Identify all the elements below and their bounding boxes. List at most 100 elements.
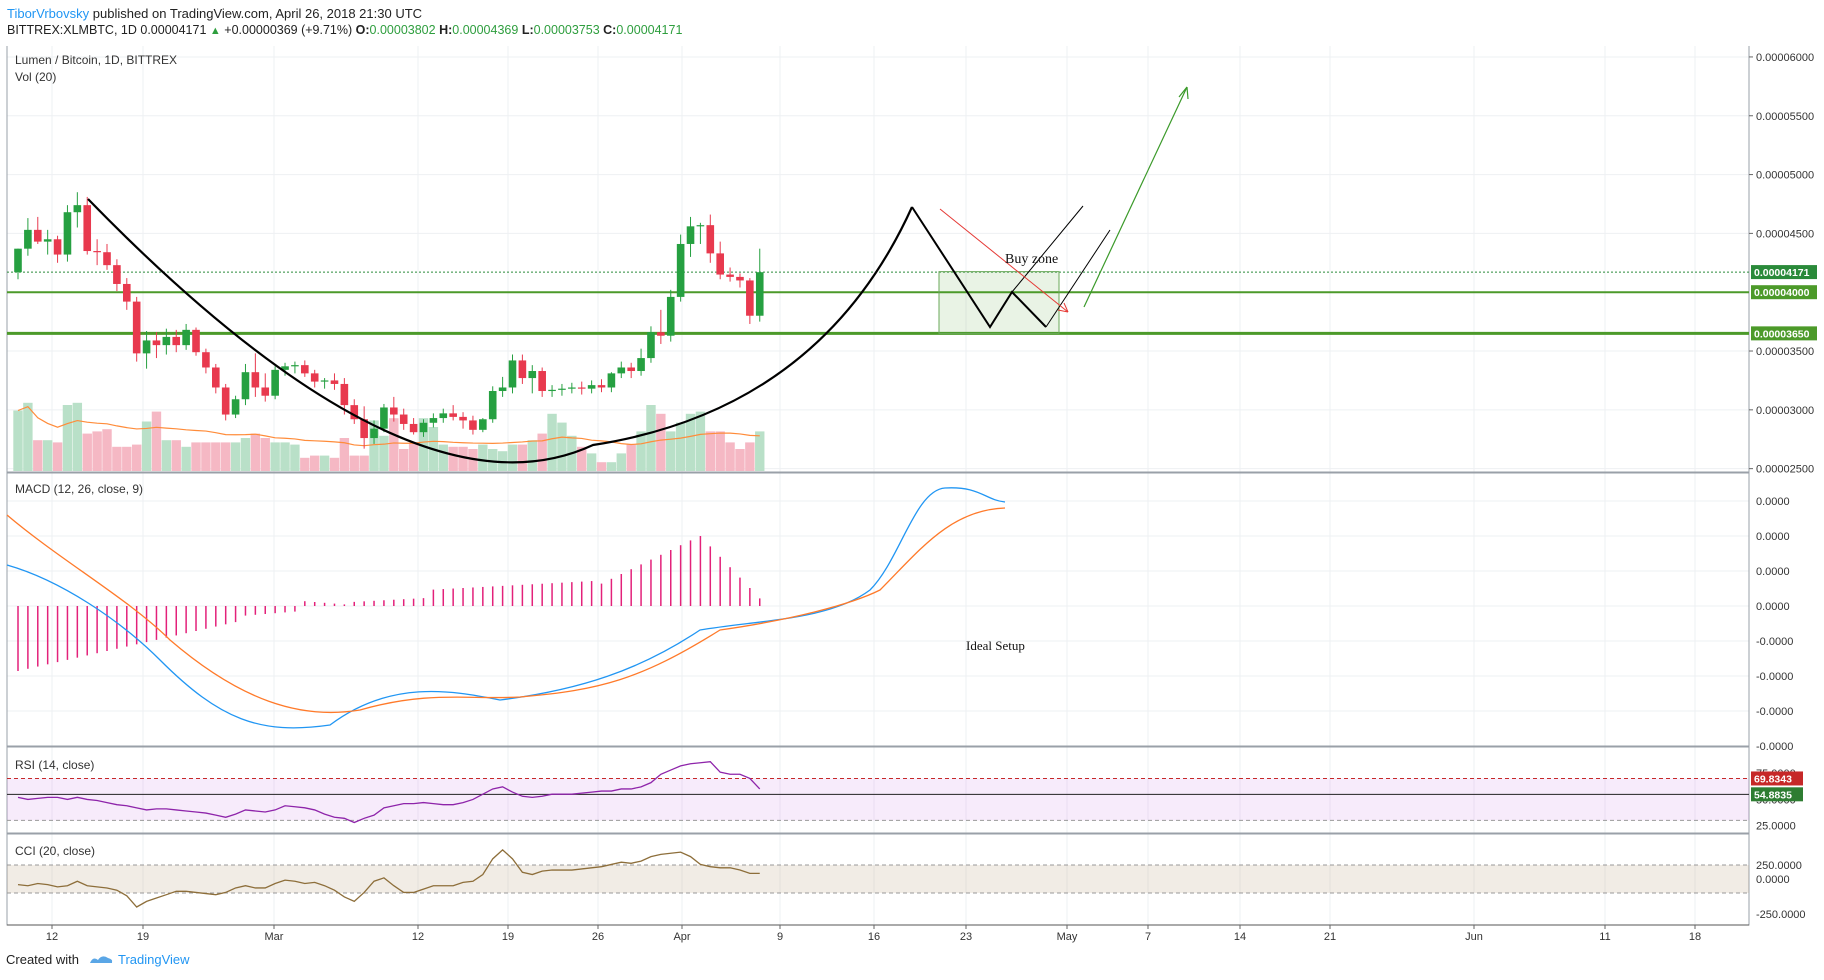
volume-bar: [329, 457, 340, 471]
x-axis-tick: 23: [960, 931, 972, 943]
volume-bar: [557, 422, 567, 471]
candle-body: [558, 388, 566, 390]
volume-bar: [339, 438, 350, 471]
price-label-text: 0.00003650: [1754, 328, 1810, 340]
candle-body: [14, 248, 22, 273]
macd-axis-tick: 0.0000: [1756, 531, 1790, 543]
candle-body: [53, 239, 62, 255]
candle-body: [439, 413, 448, 419]
volume-bar: [478, 444, 488, 471]
volume-bar: [82, 433, 92, 471]
candle-body: [261, 387, 270, 396]
price-axis-tick: 0.00005000: [1756, 170, 1814, 182]
candle-body: [666, 296, 675, 336]
volume-bar: [685, 413, 696, 471]
candle-body: [548, 389, 556, 392]
candle-body: [577, 387, 586, 389]
volume-bar: [596, 462, 607, 471]
candle-body: [568, 387, 576, 389]
x-axis-tick: 19: [502, 931, 514, 943]
candle-body: [469, 420, 477, 430]
low-value: 0.00003753: [533, 23, 600, 37]
candle-body: [587, 385, 596, 389]
volume-bar: [230, 442, 241, 471]
candle-body: [746, 280, 754, 316]
candle-body: [607, 373, 616, 388]
candle-body: [726, 274, 734, 277]
chart-header: TiborVrbovsky published on TradingView.c…: [0, 0, 1824, 46]
price-label-badge: [1751, 285, 1817, 300]
volume-bar: [438, 444, 448, 471]
candle-body: [627, 367, 635, 372]
volume-series: [13, 402, 765, 471]
macd-axis-tick: 0.0000: [1756, 566, 1790, 578]
volume-bar: [280, 442, 290, 471]
candle-body: [202, 352, 210, 368]
rsi-value-text: 69.8343: [1754, 773, 1792, 785]
price-label-badge: [1751, 326, 1817, 341]
volume-bar: [359, 455, 369, 471]
candle-body: [172, 336, 181, 346]
candle-body: [647, 332, 655, 359]
volume-bar: [260, 438, 270, 471]
volume-bar: [33, 440, 43, 471]
volume-bar: [507, 444, 518, 471]
cci-line: [17, 849, 760, 908]
candle-body: [736, 276, 744, 281]
candle-series: [14, 192, 764, 449]
cci-pane-title: CCI (20, close): [15, 844, 95, 858]
volume-bar: [220, 442, 231, 471]
price-label-badge: [1751, 265, 1817, 280]
volume-bar: [646, 405, 656, 471]
volume-bar: [171, 440, 181, 471]
volume-bar: [626, 444, 636, 471]
volume-bar: [369, 420, 379, 471]
candle-body: [449, 413, 457, 417]
volume-bar: [52, 442, 63, 471]
candle-body: [380, 407, 388, 429]
x-axis-tick: 21: [1324, 931, 1336, 943]
candle-body: [755, 272, 764, 316]
macd-axis-tick: 0.0000: [1756, 601, 1790, 613]
candle-body: [142, 340, 151, 354]
volume-bar: [418, 418, 429, 471]
rsi-band: [7, 778, 1749, 821]
macd-axis-tick: 0.0000: [1756, 496, 1790, 508]
chart-canvas[interactable]: 0.00006000 0.00005500 0.00005000 0.00004500…: [0, 46, 1824, 946]
volume-bar: [201, 442, 211, 471]
macd-signal-line: [6, 507, 1006, 714]
price-axis-tick: 0.00006000: [1756, 52, 1814, 64]
candle-body: [488, 391, 497, 420]
x-axis-tick: 18: [1689, 931, 1701, 943]
volume-bar: [310, 455, 320, 471]
candle-body: [419, 422, 428, 433]
created-with-text: Created with: [6, 952, 79, 967]
price-axis-tick: 0.00002500: [1756, 464, 1814, 476]
rsi-value-text: 54.8835: [1754, 789, 1792, 801]
symbol-label: BITTREX:XLMBTC, 1D: [7, 23, 137, 37]
target-arrow: [1083, 86, 1188, 308]
volume-bar: [448, 446, 458, 471]
candle-body: [508, 360, 517, 388]
candle-body: [528, 371, 537, 379]
cup-curve: [87, 198, 914, 464]
candle-body: [657, 332, 665, 336]
volume-bar: [399, 449, 409, 471]
volume-bar: [636, 431, 646, 471]
volume-bar: [181, 446, 191, 471]
volume-bar: [211, 442, 221, 471]
candle-body: [281, 366, 289, 370]
volume-bar: [112, 446, 122, 471]
volume-bar: [458, 446, 468, 471]
x-axis-tick: 16: [868, 931, 880, 943]
candle-body: [122, 283, 131, 302]
macd-pane-title: MACD (12, 26, close, 9): [15, 482, 143, 496]
up-arrow-icon: ▲: [209, 25, 221, 37]
volume-bar: [349, 455, 359, 471]
volume-bar: [300, 457, 310, 471]
tradingview-link[interactable]: TradingView: [118, 952, 190, 967]
author-link[interactable]: TiborVrbovsky: [7, 6, 90, 21]
chart-background: [0, 46, 1824, 946]
published-text: published on TradingView.com, April 26, …: [92, 6, 423, 21]
price-axis-tick: 0.00005500: [1756, 111, 1814, 123]
